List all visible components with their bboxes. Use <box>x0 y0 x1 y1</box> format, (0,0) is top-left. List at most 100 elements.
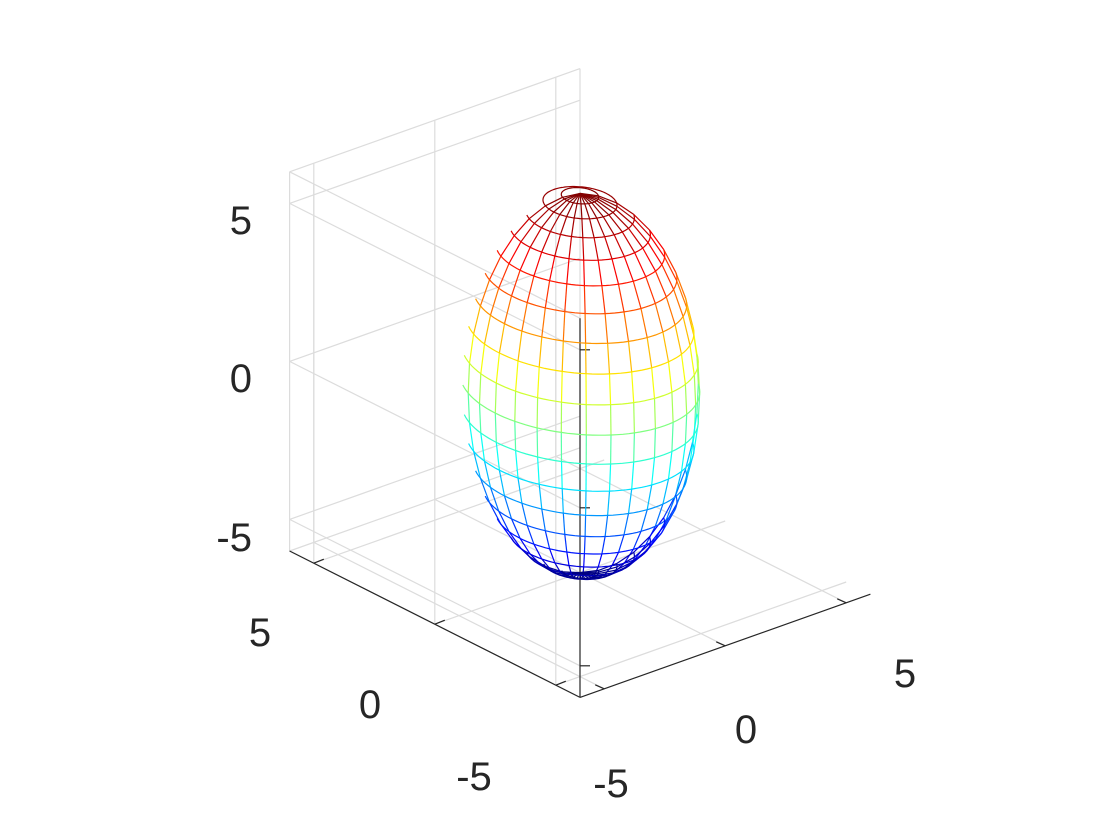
mesh-meridian-segment <box>613 234 625 257</box>
mesh-meridian-segment <box>680 354 686 385</box>
mesh-meridian-segment <box>662 331 670 362</box>
mesh-meridian-segment <box>583 260 585 286</box>
mesh-parallel-ring <box>463 413 699 465</box>
mesh-meridian-segment <box>479 477 491 503</box>
mesh-meridian-segment <box>498 323 506 354</box>
mesh-meridian-segment <box>633 218 651 237</box>
mesh-meridian-segment <box>548 198 565 210</box>
mesh-meridian-segment <box>473 451 481 479</box>
mesh-meridian-segment <box>631 371 635 403</box>
mesh-meridian-segment <box>519 538 531 555</box>
mesh-meridian-segment <box>617 534 625 553</box>
mesh-meridian-segment <box>562 311 566 342</box>
mesh-meridian-segment <box>598 196 618 207</box>
mesh-meridian-segment <box>560 461 563 489</box>
mesh-meridian-segment <box>623 513 630 535</box>
mesh-meridian-segment <box>568 236 573 259</box>
mesh-meridian-segment <box>468 422 475 452</box>
mesh-meridian-segment <box>628 227 644 249</box>
y-tick <box>555 680 567 686</box>
mesh-meridian-segment <box>561 488 564 514</box>
mesh-meridian-segment <box>545 196 563 207</box>
mesh-meridian-segment <box>621 231 636 254</box>
mesh-meridian-segment <box>604 236 613 260</box>
mesh-meridian-segment <box>640 509 648 532</box>
mesh-meridian-segment <box>627 489 633 514</box>
mesh-meridian-segment <box>616 202 635 215</box>
grid-line <box>555 455 847 604</box>
mesh-meridian-segment <box>514 391 517 422</box>
mesh-meridian-segment <box>510 270 521 297</box>
mesh-meridian-segment <box>602 216 615 236</box>
mesh-meridian-segment <box>601 285 606 314</box>
mesh-meridian-segment <box>684 384 688 415</box>
mesh-meridian-segment <box>483 315 492 345</box>
mesh-meridian-segment <box>617 284 625 313</box>
mesh-meridian-segment <box>696 383 699 414</box>
mesh-meridian-segment <box>664 503 678 526</box>
mesh-meridian-segment <box>549 214 561 232</box>
box-edge <box>289 447 581 552</box>
grid-layer <box>289 68 847 698</box>
mesh-meridian-segment <box>584 313 587 344</box>
mesh-meridian-segment <box>616 551 635 565</box>
mesh-meridian-segment <box>533 543 543 560</box>
mesh-meridian-segment <box>667 361 673 393</box>
mesh-meridian-segment <box>587 203 598 219</box>
mesh-meridian-segment <box>503 295 513 324</box>
mesh-parallel-ring <box>468 442 695 492</box>
mesh-meridian-segment <box>631 461 635 490</box>
x-tick <box>836 598 847 604</box>
mesh-meridian-segment <box>579 569 599 574</box>
mesh-meridian-segment <box>479 279 491 307</box>
mesh-meridian-segment <box>680 443 686 472</box>
mesh-meridian-segment <box>488 255 502 281</box>
z-tick-label-0: 0 <box>230 357 252 401</box>
mesh-meridian-segment <box>632 281 642 309</box>
mesh-meridian-segment <box>689 345 695 376</box>
mesh-meridian-segment <box>596 200 614 213</box>
x-tick <box>594 684 605 690</box>
mesh-meridian-segment <box>480 343 486 374</box>
mesh-meridian-segment <box>598 566 618 573</box>
grid-line <box>313 459 605 564</box>
mesh-meridian-segment <box>510 518 521 539</box>
mesh-meridian-segment <box>517 331 523 361</box>
mesh-meridian-segment <box>663 249 677 273</box>
mesh-meridian-segment <box>559 216 568 235</box>
mesh-meridian-segment <box>654 303 664 333</box>
y-tick-label-neg5: -5 <box>456 755 492 799</box>
mesh-meridian-segment <box>649 236 666 258</box>
mesh-meridian-segment <box>623 311 630 342</box>
y-tick-label-0: 0 <box>359 683 381 727</box>
mesh-meridian-segment <box>632 223 649 243</box>
mesh-meridian-segment <box>594 574 609 577</box>
grid-line <box>289 202 581 351</box>
mesh-meridian-segment <box>604 313 609 344</box>
mesh-meridian-segment <box>675 469 686 496</box>
mesh-meridian-segment <box>526 525 535 545</box>
mesh-meridian-segment <box>583 285 586 314</box>
mesh-meridian-segment <box>559 201 571 215</box>
x-tick-label-5: 5 <box>894 652 916 696</box>
mesh-meridian-segment <box>693 374 697 405</box>
tick-label-layer: 5 0 -5 5 0 -5 -5 0 5 <box>216 199 916 806</box>
mesh-meridian-segment <box>584 203 591 219</box>
mesh-meridian-segment <box>554 562 562 573</box>
mesh-meridian-segment <box>544 530 551 549</box>
mesh-meridian-segment <box>498 470 506 497</box>
mesh-meridian-segment <box>632 531 642 550</box>
mesh-meridian-segment <box>515 450 519 479</box>
mesh-meridian-segment <box>673 289 684 317</box>
mesh-meridian-segment <box>597 553 603 568</box>
mesh-meridian-segment <box>611 258 620 285</box>
mesh-meridian-segment <box>597 198 617 211</box>
mesh-meridian-segment <box>495 352 500 384</box>
y-tick <box>313 558 325 564</box>
mesh-meridian-segment <box>520 223 535 243</box>
mesh-meridian-segment <box>646 484 653 510</box>
mesh-meridian-segment <box>568 565 573 575</box>
mesh-meridian-segment <box>616 205 635 220</box>
mesh-meridian-segment <box>623 256 634 282</box>
mesh-meridian-segment <box>649 517 665 538</box>
